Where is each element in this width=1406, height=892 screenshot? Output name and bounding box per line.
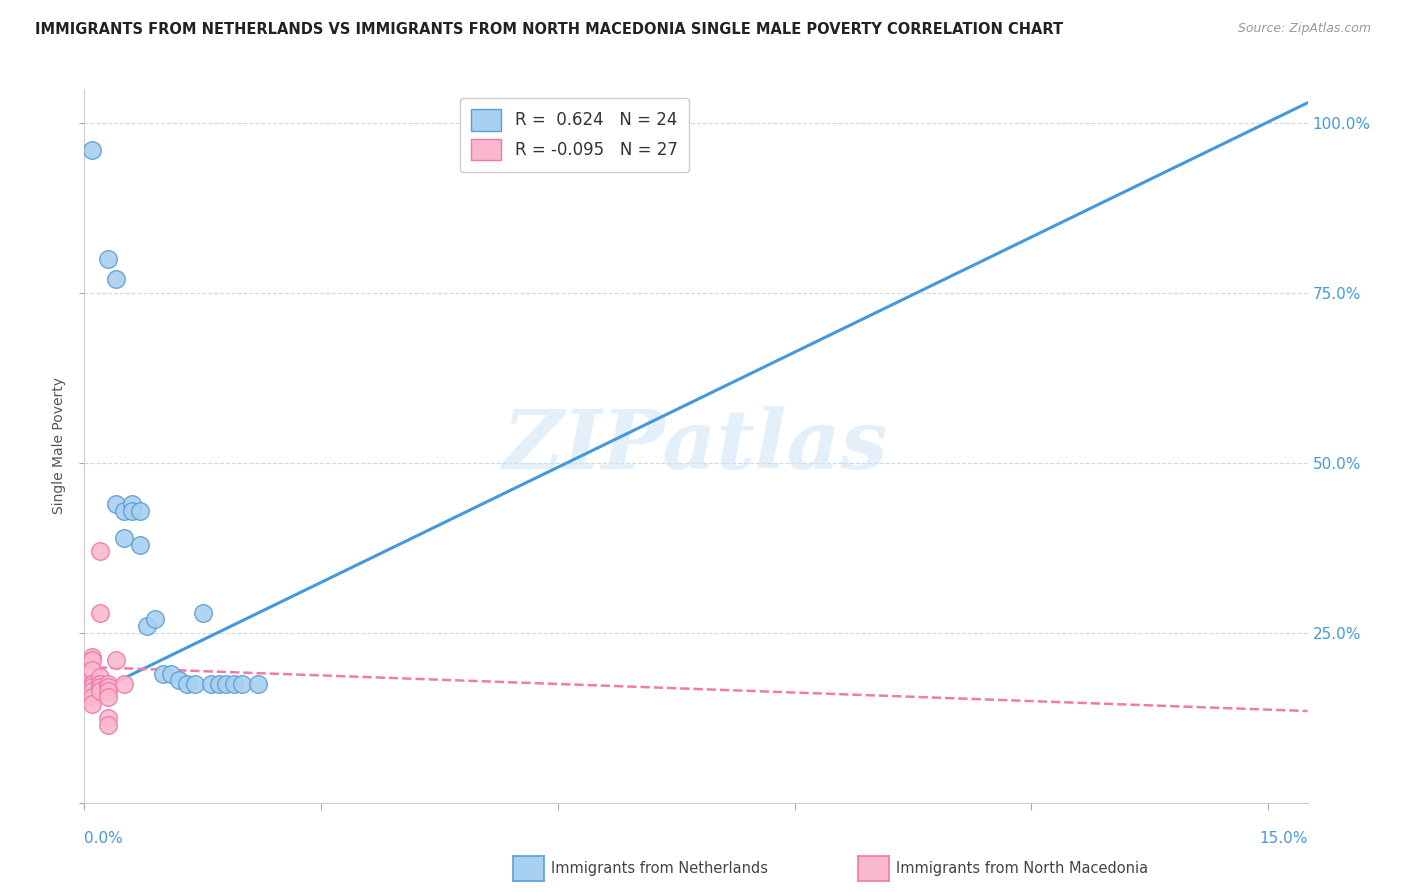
Point <box>145 612 167 626</box>
Text: 0.0%: 0.0% <box>84 831 124 847</box>
Point <box>82 653 104 667</box>
Point <box>97 690 120 705</box>
Point <box>97 683 120 698</box>
Point <box>97 252 120 266</box>
Point <box>73 690 96 705</box>
Point <box>121 503 143 517</box>
Point <box>176 677 198 691</box>
Text: 15.0%: 15.0% <box>1260 831 1308 847</box>
Point <box>89 680 111 694</box>
Point <box>184 677 207 691</box>
Point <box>112 531 135 545</box>
Point <box>112 503 135 517</box>
Text: Immigrants from North Macedonia: Immigrants from North Macedonia <box>896 862 1147 876</box>
Point <box>73 683 96 698</box>
Point <box>160 666 183 681</box>
Point <box>82 677 104 691</box>
Point <box>112 677 135 691</box>
Text: ZIPatlas: ZIPatlas <box>503 406 889 486</box>
Point <box>82 677 104 691</box>
Point <box>152 666 174 681</box>
Point <box>82 690 104 705</box>
Point <box>73 677 96 691</box>
Point <box>89 677 111 691</box>
Point <box>82 698 104 712</box>
Point <box>89 677 111 691</box>
Y-axis label: Single Male Poverty: Single Male Poverty <box>52 377 66 515</box>
Point <box>82 683 104 698</box>
Point <box>121 497 143 511</box>
Text: Immigrants from Netherlands: Immigrants from Netherlands <box>551 862 768 876</box>
Point <box>97 677 120 691</box>
Text: IMMIGRANTS FROM NETHERLANDS VS IMMIGRANTS FROM NORTH MACEDONIA SINGLE MALE POVER: IMMIGRANTS FROM NETHERLANDS VS IMMIGRANT… <box>35 22 1063 37</box>
Point <box>97 711 120 725</box>
Point <box>215 677 238 691</box>
Point <box>89 544 111 558</box>
Point <box>104 272 127 286</box>
Point <box>104 653 127 667</box>
Point <box>128 503 150 517</box>
Point <box>89 670 111 684</box>
Point <box>97 717 120 731</box>
Point <box>89 606 111 620</box>
Point <box>97 680 120 694</box>
Point <box>224 677 246 691</box>
Point <box>128 537 150 551</box>
Point <box>82 144 104 158</box>
Legend: R =  0.624   N = 24, R = -0.095   N = 27: R = 0.624 N = 24, R = -0.095 N = 27 <box>460 97 689 172</box>
Point <box>246 677 269 691</box>
Point <box>191 606 214 620</box>
Point <box>136 619 159 633</box>
Point <box>207 677 229 691</box>
Point <box>231 677 253 691</box>
Point <box>104 497 127 511</box>
Point <box>167 673 190 688</box>
Point <box>82 663 104 677</box>
Point <box>82 680 104 694</box>
Point <box>82 649 104 664</box>
Point <box>89 683 111 698</box>
Point <box>200 677 222 691</box>
Text: Source: ZipAtlas.com: Source: ZipAtlas.com <box>1237 22 1371 36</box>
